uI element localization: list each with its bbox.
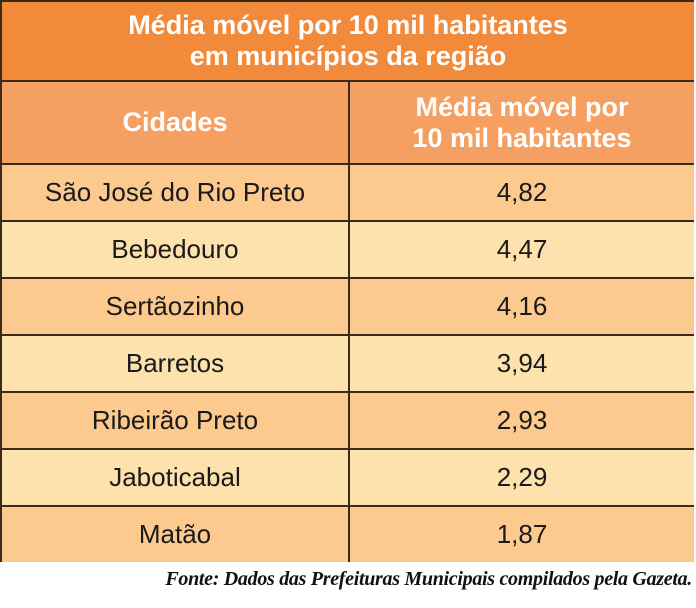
column-header-cidades-label: Cidades [122,107,228,137]
table-cell-value: 3,94 [350,336,694,391]
table-cell-city: Sertãozinho [2,279,348,334]
table-cell-city: Matão [2,507,348,562]
table-cell-value: 4,16 [350,279,694,334]
table-cell-value: 2,93 [350,393,694,448]
table-cell-value: 4,47 [350,222,694,277]
source-note: Fonte: Dados das Prefeituras Municipais … [165,568,692,590]
column-header-media-line-1: Média móvel por [415,91,629,122]
column-header-media: Média móvel por 10 mil habitantes [350,82,694,163]
table-cell-value: 2,29 [350,450,694,505]
table-title-line-2: em municípios da região [189,41,507,71]
column-header-media-line-2: 10 mil habitantes [412,122,632,153]
table-title: Média móvel por 10 mil habitantes em mun… [2,2,694,80]
table-cell-value: 4,82 [350,165,694,220]
table-cell-city: Bebedouro [2,222,348,277]
table-cell-city: Jaboticabal [2,450,348,505]
table-title-line-1: Média móvel por 10 mil habitantes [128,10,568,40]
column-header-cidades: Cidades [2,82,348,163]
table-cell-city: São José do Rio Preto [2,165,348,220]
data-table: Média móvel por 10 mil habitantes em mun… [0,0,694,562]
table-cell-city: Barretos [2,336,348,391]
table-cell-city: Ribeirão Preto [2,393,348,448]
table-cell-value: 1,87 [350,507,694,562]
